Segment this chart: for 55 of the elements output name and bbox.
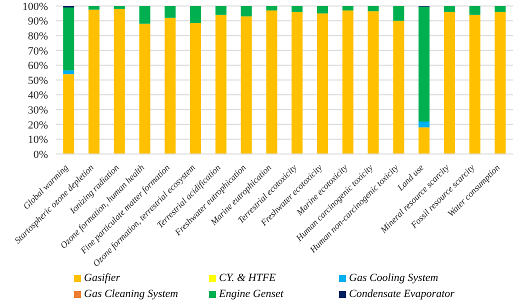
- bar: [215, 14, 226, 154]
- bar: [393, 20, 404, 154]
- bar: [469, 14, 480, 154]
- bar: [63, 7, 74, 70]
- bar: [240, 6, 252, 16]
- legend-label: Gasifier: [84, 272, 120, 284]
- bar: [342, 6, 354, 10]
- bar: [317, 13, 328, 154]
- y-tick-label: 0%: [33, 148, 48, 161]
- bar: [164, 18, 176, 154]
- bar: [88, 10, 100, 154]
- y-tick-label: 50%: [28, 74, 48, 87]
- bar: [494, 6, 506, 12]
- y-tick-label: 20%: [28, 119, 48, 132]
- bar: [494, 12, 506, 154]
- bar: [164, 6, 176, 18]
- bar: [266, 6, 278, 10]
- bar: [240, 16, 252, 154]
- bar: [418, 121, 430, 128]
- legend-label: Engine Genset: [219, 288, 284, 300]
- bar: [266, 10, 278, 154]
- bar: [368, 11, 379, 154]
- bar: [114, 8, 125, 154]
- bar: [114, 6, 125, 9]
- y-tick-label: 40%: [28, 90, 48, 102]
- bar: [342, 10, 354, 154]
- bar: [444, 6, 455, 12]
- bar: [139, 24, 150, 154]
- legend-label: CY. & HTFE: [219, 272, 276, 284]
- bar: [63, 74, 74, 154]
- legend-label: Gas Cooling System: [349, 272, 438, 284]
- y-tick-label: 30%: [28, 104, 48, 117]
- bar: [190, 6, 202, 24]
- bar: [88, 6, 100, 10]
- legend-label: Condensate Evaporator: [349, 288, 454, 300]
- bar: [393, 6, 404, 21]
- bar: [139, 6, 150, 24]
- bar: [292, 6, 303, 12]
- bar: [418, 6, 430, 122]
- bar: [63, 70, 74, 74]
- bar: [368, 6, 379, 12]
- y-tick-label: 100%: [22, 0, 48, 13]
- y-tick-label: 80%: [28, 30, 48, 43]
- bar: [469, 6, 480, 15]
- y-tick-label: 90%: [28, 16, 48, 28]
- bar: [190, 23, 202, 154]
- y-tick-label: 60%: [28, 60, 48, 72]
- bar: [215, 6, 226, 15]
- bar: [317, 6, 328, 14]
- bar: [444, 12, 455, 154]
- y-tick-label: 70%: [28, 45, 48, 58]
- legend-label: Gas Cleaning System: [84, 288, 178, 300]
- bar: [292, 12, 303, 154]
- y-tick-label: 10%: [28, 134, 48, 146]
- bar: [418, 127, 430, 154]
